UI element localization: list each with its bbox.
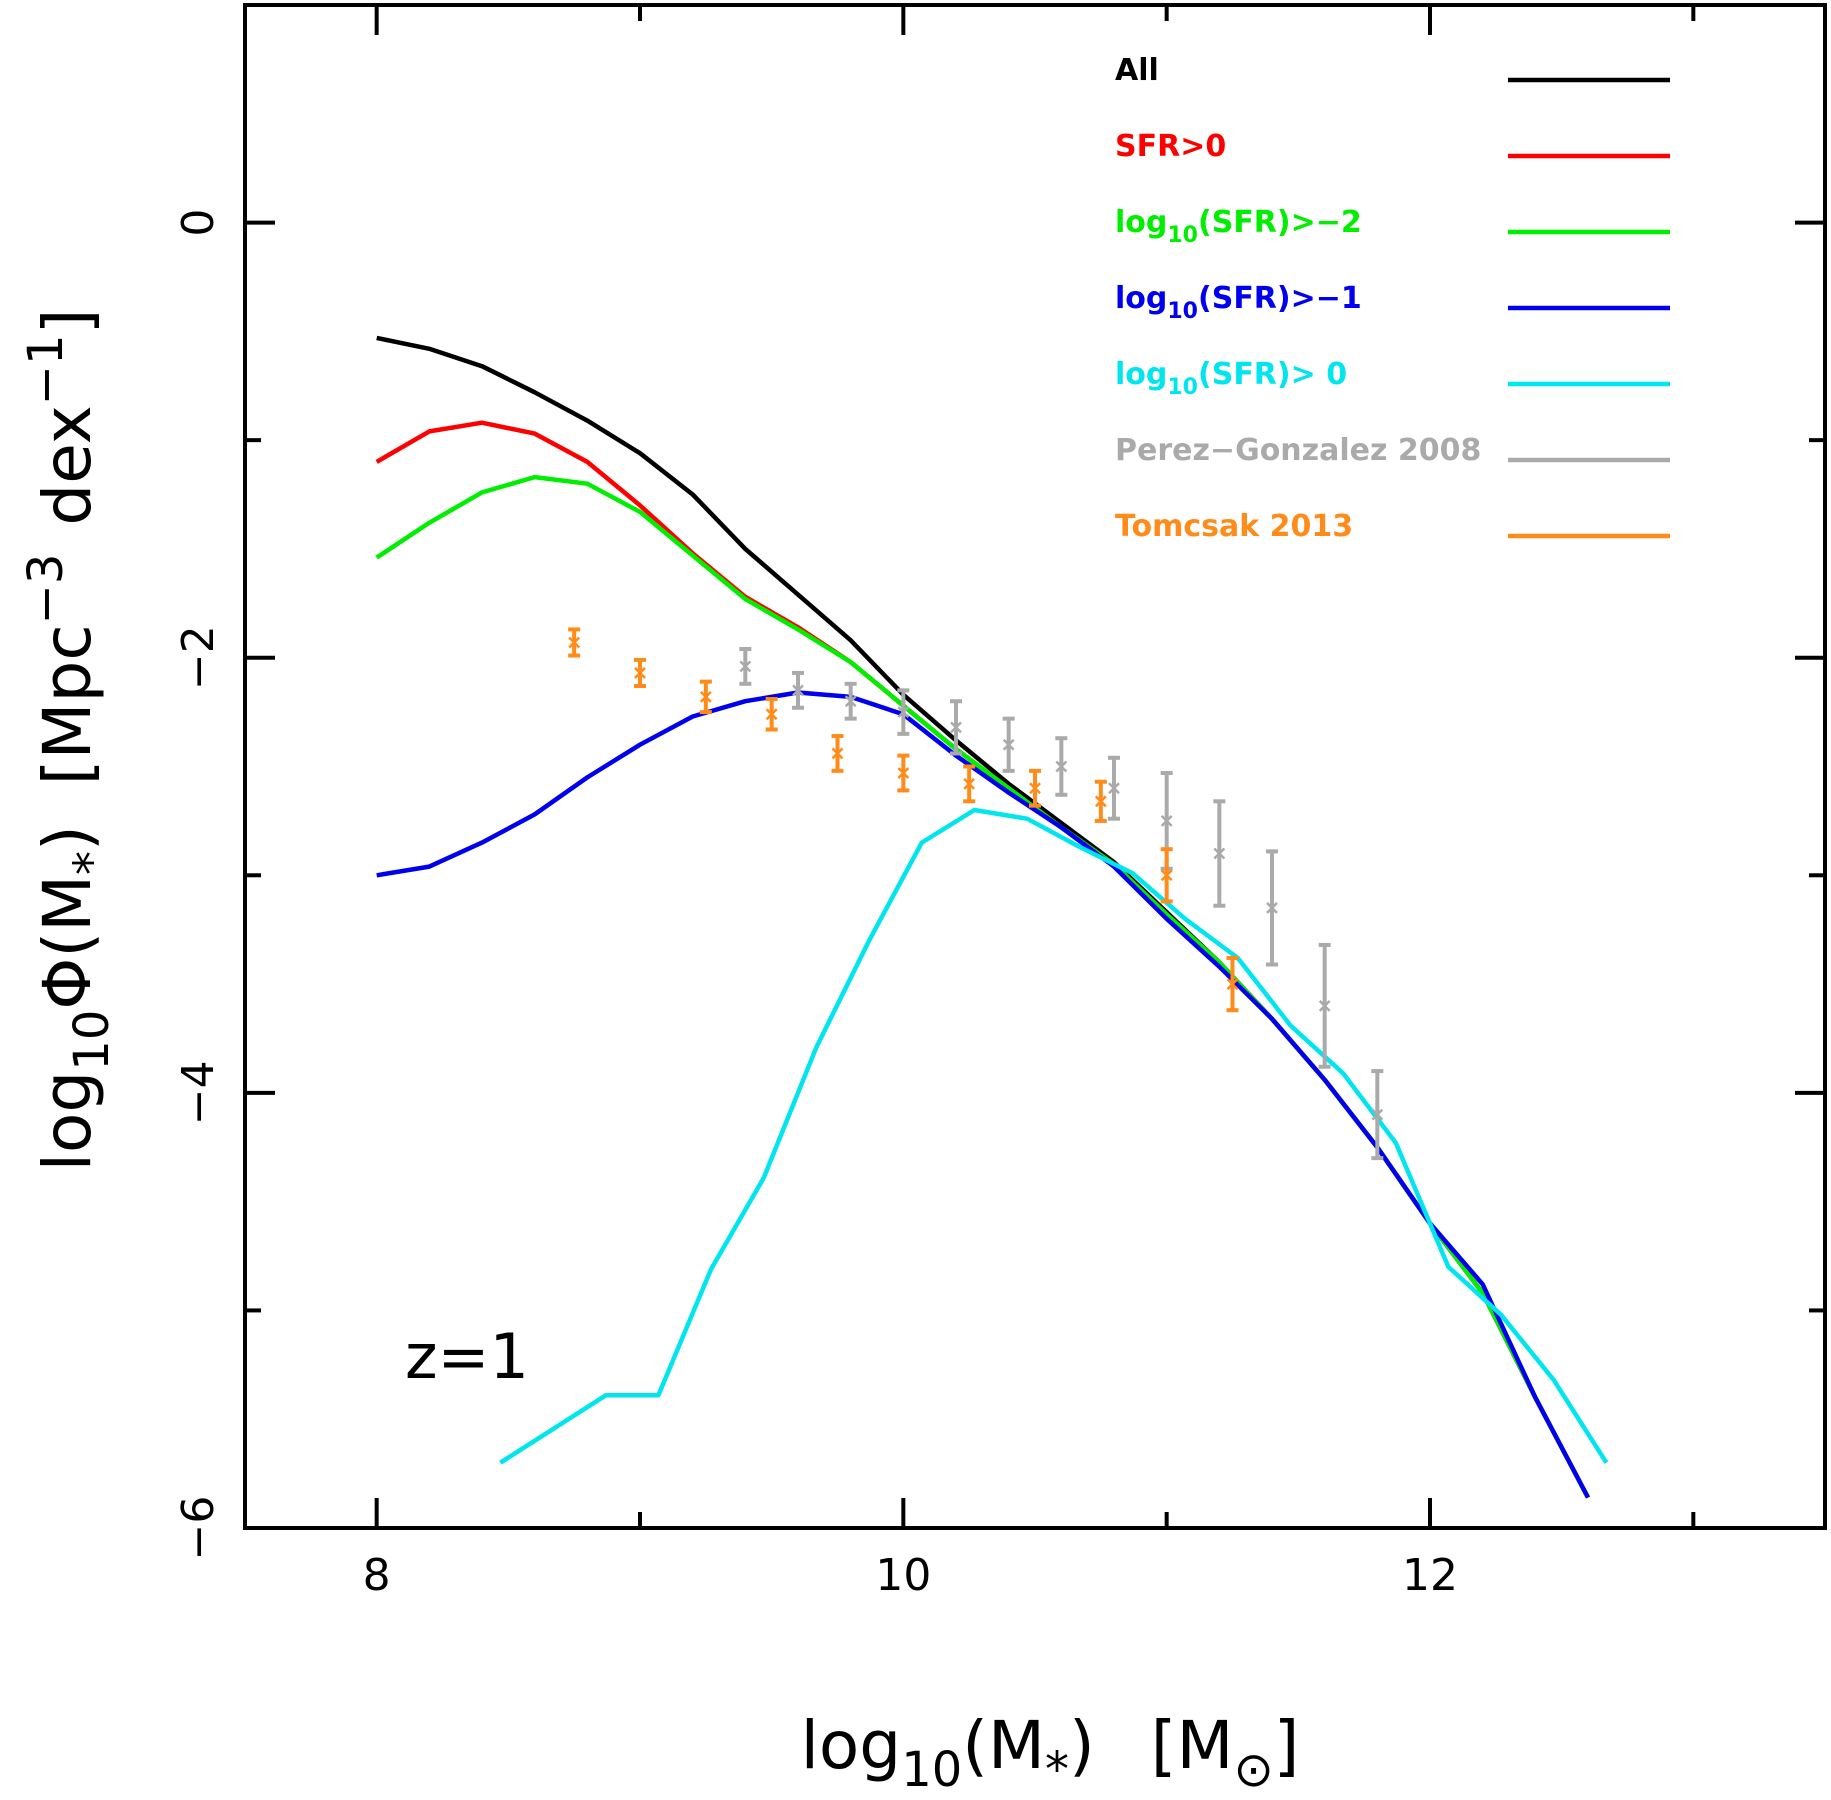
errorbar-point-tomcsak-2013 [831,734,844,773]
errorbar-point-tomcsak-2013 [1029,768,1041,808]
y-tick-label: 0 [173,209,224,237]
point-marker [699,690,712,703]
point-marker [1029,782,1041,795]
point-marker [634,667,646,679]
point-marker [1318,999,1331,1012]
y-axis-label: log10Φ(M*)[Mpc−3dex−1] [18,309,120,1172]
errorbar-point-perez-gonzalez-2008 [1371,1069,1384,1161]
legend-label-log10-sfr-1: log10(SFR)>−1 [1115,281,1362,324]
y-tick-label: −4 [173,1060,224,1125]
point-marker [1371,1108,1384,1121]
point-marker [1266,902,1278,914]
point-marker [1108,782,1120,795]
point-marker [950,721,962,734]
point-marker [844,695,857,708]
errorbar-point-tomcsak-2013 [963,764,976,804]
point-marker [897,706,910,718]
errorbar-point-perez-gonzalez-2008 [1213,799,1226,908]
point-marker [568,636,581,649]
errorbar-point-perez-gonzalez-2008 [1266,849,1278,967]
point-marker [1213,847,1226,860]
errorbar-point-tomcsak-2013 [1226,955,1239,1013]
legend-label-perez-gonzalez-2008: Perez−Gonzalez 2008 [1115,433,1481,468]
point-marker [1160,815,1173,827]
y-tick-label: −2 [173,625,224,690]
point-marker [963,778,976,790]
series-line-sfr-0 [375,420,1590,1499]
point-marker [897,767,910,779]
errorbar-point-perez-gonzalez-2008 [739,647,752,686]
x-tick-label: 10 [875,1550,931,1601]
errorbar-point-perez-gonzalez-2008 [897,688,910,736]
plot-area [375,335,1609,1499]
plot-frame [243,3,1827,1530]
series-line-log10-sfr-1 [376,690,1590,1499]
series-line-all [376,335,1590,1499]
point-marker [1160,869,1173,882]
errorbar-point-perez-gonzalez-2008 [1108,755,1120,821]
point-marker [1002,738,1015,751]
errorbar-point-tomcsak-2013 [568,627,581,658]
errorbar-point-perez-gonzalez-2008 [950,699,962,756]
point-marker [739,660,752,673]
errorbar-point-tomcsak-2013 [1160,847,1173,904]
errorbar-point-perez-gonzalez-2008 [792,670,804,710]
errorbar-point-tomcsak-2013 [634,657,646,688]
errorbar-point-tomcsak-2013 [897,753,910,793]
errorbar-point-perez-gonzalez-2008 [844,681,857,721]
point-marker [1094,795,1107,808]
errorbar-point-tomcsak-2013 [765,697,778,732]
legend: All SFR>0 log10(SFR)>−2 log10(SFR)>−1 log10(… [1115,53,1670,544]
legend-label-log10-sfr-2: log10(SFR)>−2 [1115,205,1362,248]
x-axis-label: log10(M*) [M⊙] [801,1707,1300,1798]
point-marker [792,684,804,697]
errorbar-point-perez-gonzalez-2008 [1055,736,1068,797]
legend-label-all: All [1115,53,1159,88]
point-marker [765,708,778,721]
x-tick-label: 8 [363,1550,391,1601]
axis-tick-labels: 8 10 12 0 −2 −4 −6 [173,209,1458,1601]
x-tick-label: 12 [1402,1550,1458,1601]
legend-label-sfr-0: SFR>0 [1115,129,1226,164]
series-line-log10-sfr-0 [499,807,1609,1465]
axis-ticks [245,5,1825,1530]
point-marker [831,747,844,760]
errorbar-point-perez-gonzalez-2008 [1002,716,1015,773]
legend-label-tomcsak-2013: Tomcsak 2013 [1115,509,1353,544]
series-line-log10-sfr-2 [375,474,1590,1499]
annotation-text: z=1 [405,1320,529,1393]
point-marker [1226,978,1239,990]
y-tick-label: −6 [173,1496,224,1561]
errorbar-point-tomcsak-2013 [699,679,712,715]
legend-label-log10-sfr-0: log10(SFR)> 0 [1115,357,1347,400]
errorbar-point-perez-gonzalez-2008 [1318,942,1331,1069]
point-marker [1055,760,1068,773]
errorbar-point-tomcsak-2013 [1094,779,1107,823]
